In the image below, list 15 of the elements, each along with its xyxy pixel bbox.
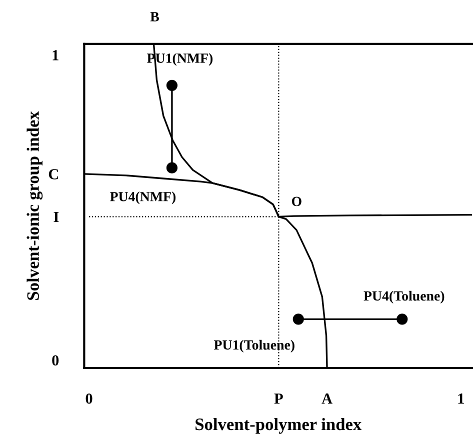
y-tick-label: 1 (52, 50, 58, 60)
x-tick-label: 1 (458, 394, 464, 404)
y-tick-label: C (48, 169, 58, 180)
annotation: O (292, 196, 302, 206)
annotation: PU4(Toluene) (364, 290, 444, 304)
x-tick-label: A (322, 394, 332, 404)
annotation: PU4(NMF) (110, 192, 176, 204)
x-tick-label: P (274, 394, 283, 404)
y-axis-title: Solvent-ionic group index (26, 111, 43, 300)
x-tick-label: 0 (86, 393, 92, 404)
annotation: B (150, 12, 159, 22)
y-tick-label: I (54, 212, 59, 222)
x-axis-title: Solvent-polymer index (196, 418, 362, 434)
annotation: PU1(Toluene) (214, 340, 294, 352)
y-tick-label: 0 (52, 355, 59, 366)
